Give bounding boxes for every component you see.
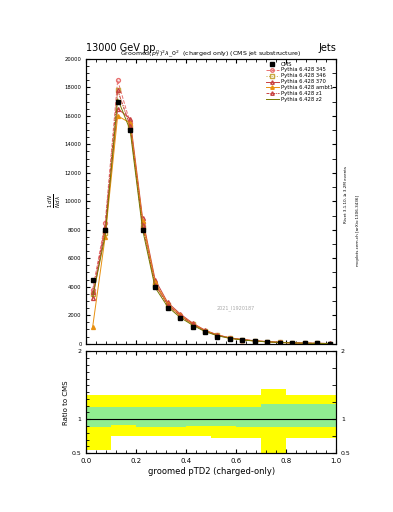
Text: Jets: Jets: [318, 42, 336, 53]
Text: mcplots.cern.ch [arXiv:1306.3436]: mcplots.cern.ch [arXiv:1306.3436]: [356, 195, 360, 266]
Y-axis label: $\frac{1}{N}\frac{dN}{d\lambda}$: $\frac{1}{N}\frac{dN}{d\lambda}$: [47, 194, 63, 208]
X-axis label: groomed pTD2 (charged-only): groomed pTD2 (charged-only): [148, 467, 275, 476]
Legend: CMS, Pythia 6.428 345, Pythia 6.428 346, Pythia 6.428 370, Pythia 6.428 ambt1, P: CMS, Pythia 6.428 345, Pythia 6.428 346,…: [265, 60, 334, 103]
Text: Rivet 3.1.10, ≥ 3.2M events: Rivet 3.1.10, ≥ 3.2M events: [344, 166, 348, 223]
Y-axis label: Ratio to CMS: Ratio to CMS: [63, 380, 69, 424]
Title: Groomed$(p_T^D)^2\lambda\_0^2$  (charged only) (CMS jet substructure): Groomed$(p_T^D)^2\lambda\_0^2$ (charged …: [120, 48, 302, 59]
Text: 2021_I1920187: 2021_I1920187: [216, 306, 255, 311]
Text: 13000 GeV pp: 13000 GeV pp: [86, 42, 156, 53]
